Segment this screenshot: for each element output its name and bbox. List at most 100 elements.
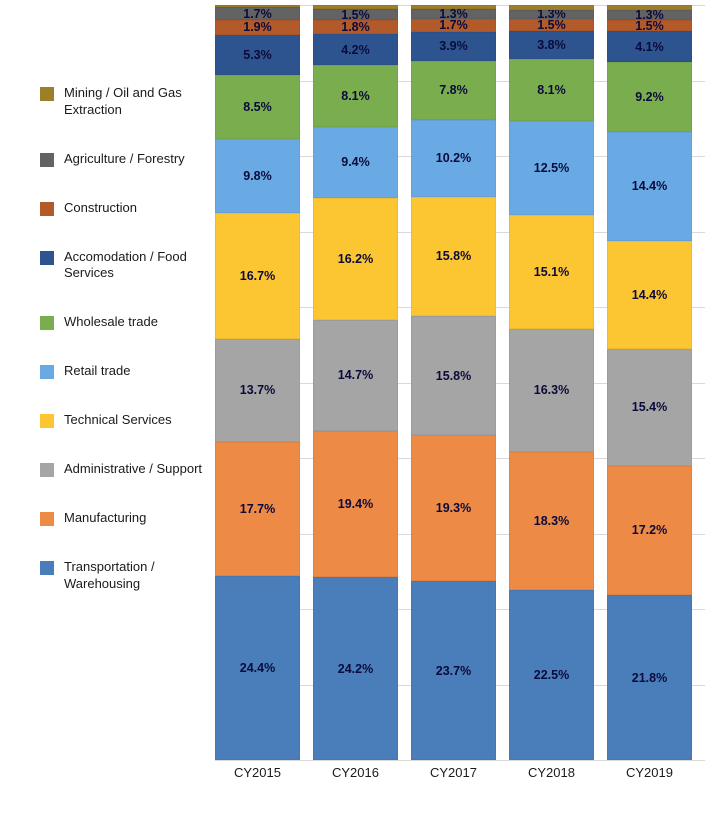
- segment-value-label: 16.2%: [338, 252, 373, 266]
- bar-segment: 16.7%: [215, 213, 300, 339]
- legend-swatch: [40, 202, 54, 216]
- plot-area: 24.4%17.7%13.7%16.7%9.8%8.5%5.3%1.9%1.7%…: [215, 5, 705, 785]
- bar-segment: 18.3%: [509, 452, 594, 590]
- segment-value-label: 3.8%: [537, 38, 566, 52]
- bar-column: 21.8%17.2%15.4%14.4%14.4%9.2%4.1%1.5%1.3…: [607, 5, 692, 760]
- bar-column: 24.4%17.7%13.7%16.7%9.8%8.5%5.3%1.9%1.7%: [215, 5, 300, 760]
- segment-value-label: 16.3%: [534, 383, 569, 397]
- legend-item: Transportation / Warehousing: [40, 559, 205, 593]
- bar-segment: 8.1%: [509, 59, 594, 120]
- x-axis-label: CY2015: [215, 765, 300, 780]
- bar-segment: 15.8%: [411, 197, 496, 316]
- bar-segment: 3.8%: [509, 31, 594, 60]
- legend-swatch: [40, 512, 54, 526]
- segment-value-label: 4.2%: [341, 43, 370, 57]
- bar-segment: 4.2%: [313, 34, 398, 66]
- segment-value-label: 14.4%: [632, 179, 667, 193]
- segment-value-label: 3.9%: [439, 39, 468, 53]
- segment-value-label: 15.1%: [534, 265, 569, 279]
- bar-segment: [607, 5, 692, 10]
- segment-value-label: 7.8%: [439, 83, 468, 97]
- x-axis-label: CY2018: [509, 765, 594, 780]
- legend-label: Administrative / Support: [64, 461, 202, 478]
- bar-segment: 1.5%: [313, 9, 398, 20]
- bar-segment: 1.3%: [607, 10, 692, 20]
- bar-segment: 7.8%: [411, 61, 496, 120]
- bar-segment: 23.7%: [411, 581, 496, 760]
- legend-item: Wholesale trade: [40, 314, 205, 331]
- segment-value-label: 16.7%: [240, 269, 275, 283]
- bar-segment: 1.9%: [215, 20, 300, 34]
- bar-segment: 1.8%: [313, 20, 398, 34]
- bar-segment: 21.8%: [607, 595, 692, 760]
- segment-value-label: 19.3%: [436, 501, 471, 515]
- legend-label: Transportation / Warehousing: [64, 559, 205, 593]
- bar-segment: 12.5%: [509, 121, 594, 215]
- bar-segment: [411, 5, 496, 9]
- segment-value-label: 15.4%: [632, 400, 667, 414]
- segment-value-label: 1.8%: [341, 20, 370, 34]
- segment-value-label: 10.2%: [436, 151, 471, 165]
- segment-value-label: 1.5%: [341, 8, 370, 22]
- legend-label: Agriculture / Forestry: [64, 151, 185, 168]
- bar-segment: 17.2%: [607, 466, 692, 596]
- segment-value-label: 17.7%: [240, 502, 275, 516]
- segment-value-label: 22.5%: [534, 668, 569, 682]
- legend-swatch: [40, 316, 54, 330]
- bar-segment: 5.3%: [215, 35, 300, 75]
- segment-value-label: 8.1%: [537, 83, 566, 97]
- bar-segment: [215, 5, 300, 7]
- segment-value-label: 14.4%: [632, 288, 667, 302]
- segment-value-label: 18.3%: [534, 514, 569, 528]
- bar-segment: 15.8%: [411, 316, 496, 435]
- segment-value-label: 9.2%: [635, 90, 664, 104]
- bar-segment: 9.4%: [313, 127, 398, 198]
- bar-segment: 17.7%: [215, 442, 300, 576]
- bar-segment: 24.4%: [215, 576, 300, 760]
- legend-label: Retail trade: [64, 363, 130, 380]
- bar-column: 24.2% 19.4% 14.7% 16.2% 9.4% 8.1% 4.2% 1.8%1.5%: [313, 5, 398, 760]
- bar-segment: 9.8%: [215, 139, 300, 213]
- bar-segment: 19.3%: [411, 435, 496, 581]
- legend-item: Construction: [40, 200, 205, 217]
- stacked-bar-chart: Mining / Oil and Gas Extraction Agricultu…: [0, 0, 717, 838]
- legend-label: Wholesale trade: [64, 314, 158, 331]
- segment-value-label: 1.9%: [243, 20, 272, 34]
- bar-segment: 19.4%: [313, 431, 398, 577]
- bar-segment: 22.5%: [509, 590, 594, 760]
- legend-swatch: [40, 153, 54, 167]
- bar-segment: [509, 5, 594, 10]
- x-axis-label: CY2017: [411, 765, 496, 780]
- bar-segment: 8.1%: [313, 65, 398, 126]
- segment-value-label: 14.7%: [338, 368, 373, 382]
- segment-value-label: 4.1%: [635, 40, 664, 54]
- legend-item: Accomodation / Food Services: [40, 249, 205, 283]
- legend-label: Technical Services: [64, 412, 172, 429]
- legend-swatch: [40, 414, 54, 428]
- bar-segment: 9.2%: [607, 62, 692, 131]
- legend-item: Administrative / Support: [40, 461, 205, 478]
- legend-swatch: [40, 561, 54, 575]
- bar-segment: 8.5%: [215, 75, 300, 139]
- segment-value-label: 24.4%: [240, 661, 275, 675]
- bar-segment: 4.1%: [607, 31, 692, 62]
- legend-swatch: [40, 463, 54, 477]
- segment-value-label: 9.4%: [341, 155, 370, 169]
- bars-region: 24.4%17.7%13.7%16.7%9.8%8.5%5.3%1.9%1.7%…: [215, 5, 705, 760]
- bar-segment: 14.4%: [607, 241, 692, 350]
- bar-column: 23.7%19.3%15.8%15.8%10.2%7.8%3.9%1.7%1.3…: [411, 5, 496, 760]
- legend-label: Mining / Oil and Gas Extraction: [64, 85, 205, 119]
- bar-segment: 10.2%: [411, 120, 496, 197]
- bar-segment: 16.3%: [509, 329, 594, 452]
- bar-segment: 15.4%: [607, 349, 692, 465]
- bar-segment: 16.2%: [313, 198, 398, 320]
- legend-swatch: [40, 87, 54, 101]
- legend-label: Construction: [64, 200, 137, 217]
- segment-value-label: 8.1%: [341, 89, 370, 103]
- segment-value-label: 24.2%: [338, 662, 373, 676]
- bar-segment: 3.9%: [411, 32, 496, 61]
- bar-segment: 14.4%: [607, 132, 692, 241]
- gridline: [215, 760, 705, 761]
- legend-label: Manufacturing: [64, 510, 146, 527]
- segment-value-label: 17.2%: [632, 523, 667, 537]
